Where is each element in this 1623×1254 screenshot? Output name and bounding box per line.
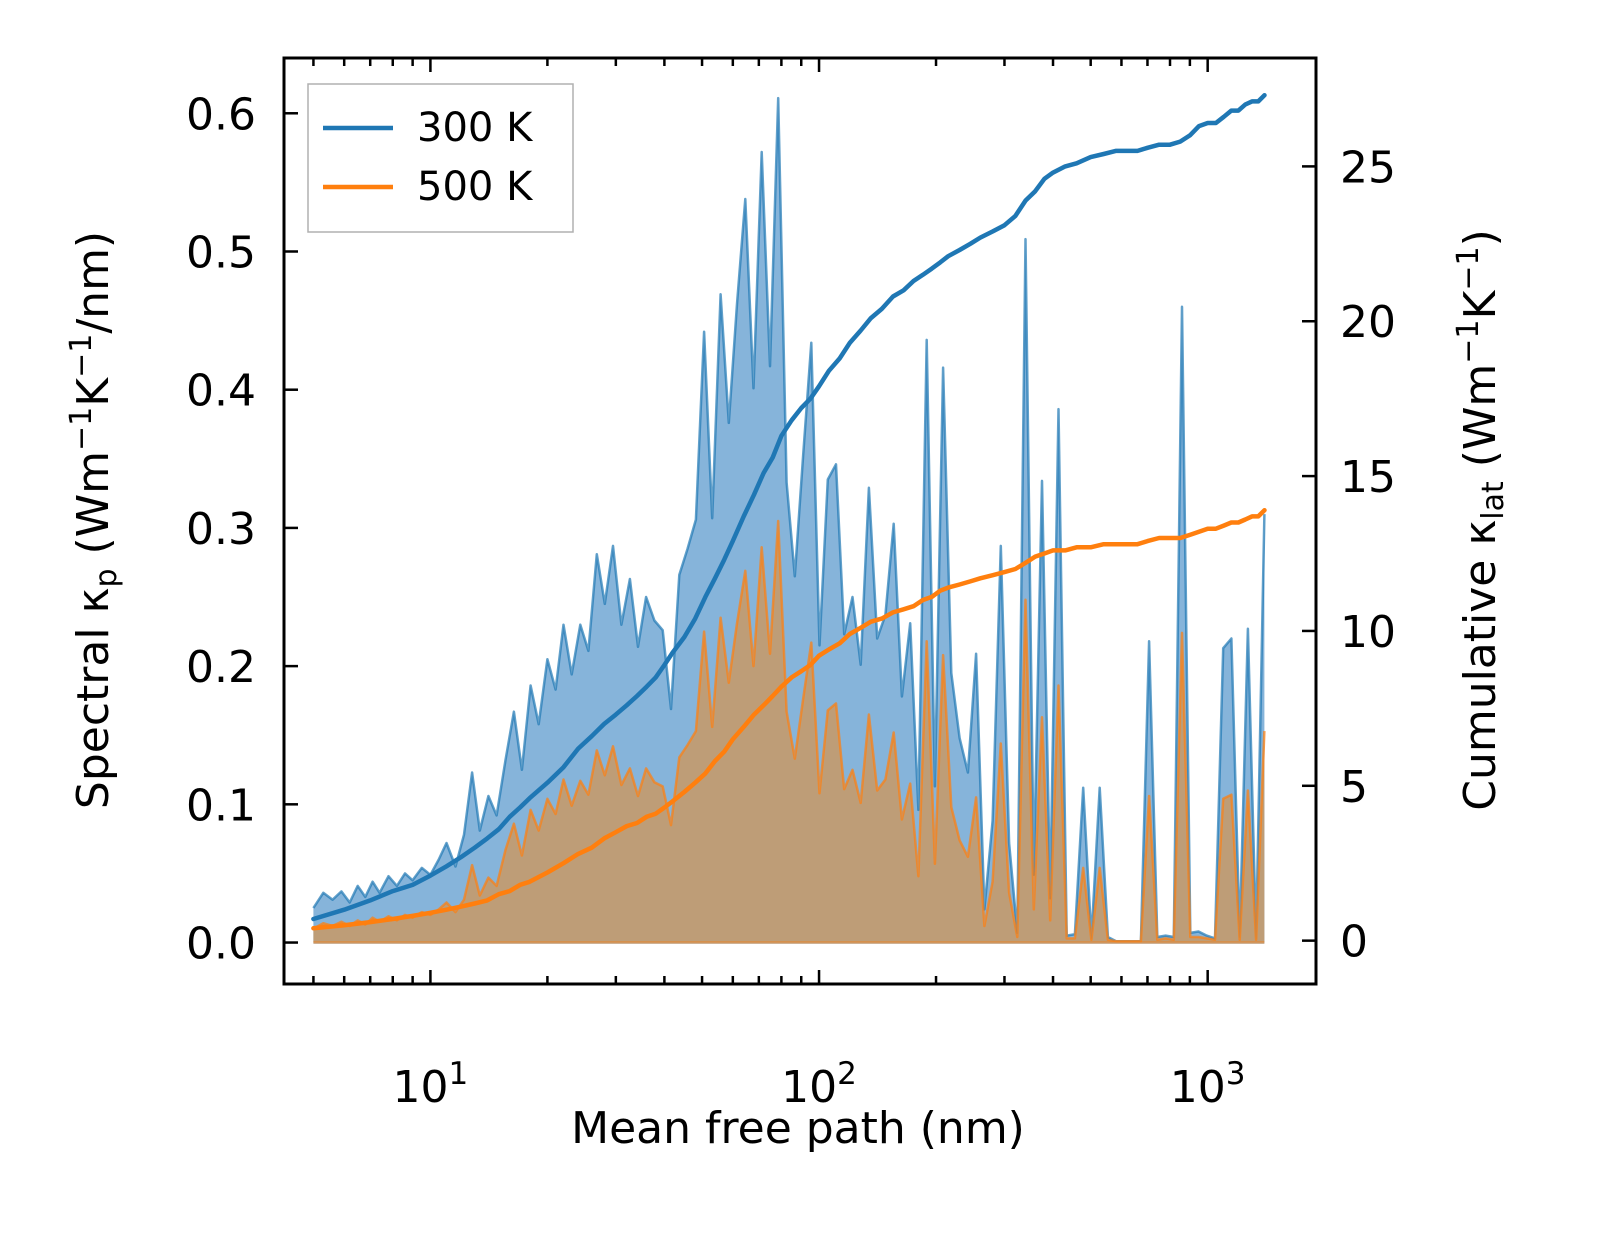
left-ylabel-sup1: −1 — [64, 407, 99, 451]
left-y-tick-label: 0.3 — [186, 504, 256, 555]
right-ylabel-c: K — [1455, 289, 1506, 319]
left-y-axis-label: Spectral κp (Wm−1K−1/nm) — [64, 231, 124, 809]
left-y-tick-label: 0.5 — [186, 227, 256, 278]
left-y-tick-label: 0.6 — [186, 89, 256, 140]
right-y-axis-label: Cumulative κlat (Wm−1K−1) — [1451, 229, 1511, 811]
right-y-tick-label: 15 — [1340, 452, 1396, 503]
spectral-areas — [312, 96, 1266, 944]
right-ylabel-sup1: −1 — [1451, 319, 1486, 363]
legend: 300 K 500 K — [307, 83, 574, 233]
right-y-tick-label: 5 — [1340, 762, 1368, 813]
left-ylabel-a: Spectral κ — [68, 588, 119, 810]
spectral-line-300k — [312, 96, 1266, 943]
x-axis-label: Mean free path (nm) — [571, 1103, 1025, 1154]
right-y-tick-label: 10 — [1340, 607, 1396, 658]
right-y-tick-label: 25 — [1340, 142, 1396, 193]
right-y-tick-label: 0 — [1340, 917, 1368, 968]
left-y-tick-labels: 0.0 0.1 0.2 0.3 0.4 0.5 0.6 — [186, 89, 256, 969]
cumulative-line-300k — [311, 92, 1267, 922]
left-ylabel-d: /nm) — [68, 231, 119, 334]
right-ylabel-d: ) — [1455, 229, 1506, 246]
x-tick-label: 103 — [1170, 1056, 1246, 1113]
right-y-tick-labels: 0 5 10 15 20 25 — [1340, 142, 1396, 967]
cumulative-line-500k — [311, 507, 1267, 931]
x-tick-label-exp: 1 — [449, 1056, 469, 1092]
right-ylabel-sub: lat — [1476, 481, 1511, 520]
right-y-tick-label: 20 — [1340, 297, 1396, 348]
left-ylabel-sup2: −1 — [64, 334, 99, 378]
left-y-tick-label: 0.2 — [186, 642, 256, 693]
x-tick-label: 102 — [781, 1056, 857, 1113]
x-tick-label-exp: 3 — [1226, 1056, 1246, 1092]
left-y-tick-label: 0.4 — [186, 366, 256, 417]
spectral-line-500k — [312, 519, 1266, 943]
left-y-tick-label: 0.1 — [186, 780, 256, 831]
x-tick-label-exp: 2 — [837, 1056, 857, 1092]
legend-label-500k: 500 K — [417, 164, 534, 210]
right-ylabel-a: Cumulative κ — [1455, 520, 1506, 811]
left-y-tick-label: 0.0 — [186, 919, 256, 970]
x-tick-label-base: 10 — [781, 1062, 837, 1113]
left-ylabel-c: K — [68, 377, 119, 407]
x-tick-label-base: 10 — [393, 1062, 449, 1113]
legend-box — [307, 83, 574, 233]
cumulative-lines — [311, 92, 1267, 931]
left-ylabel-b: (Wm — [68, 451, 119, 569]
x-tick-label: 101 — [393, 1056, 469, 1113]
legend-label-300k: 300 K — [417, 105, 534, 151]
plot-frame — [282, 56, 1318, 986]
x-tick-labels: 101 102 103 — [393, 1056, 1246, 1113]
right-ylabel-b: (Wm — [1455, 364, 1506, 482]
left-ylabel-sub: p — [89, 568, 124, 587]
right-ylabel-sup2: −1 — [1451, 246, 1486, 290]
x-tick-label-base: 10 — [1170, 1062, 1226, 1113]
